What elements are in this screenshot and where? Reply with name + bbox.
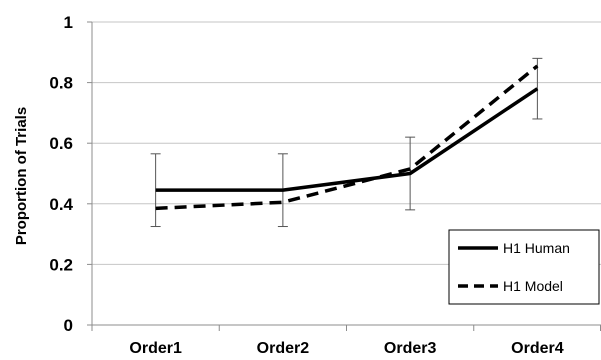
y-tick-label-3: 0.6 [49, 134, 73, 153]
x-tick-label-1: Order2 [257, 340, 310, 357]
series-lines [155, 64, 539, 211]
x-tick-labels: Order1 Order2 Order3 Order4 [129, 340, 563, 357]
y-tick-labels: 0 0.2 0.4 0.6 0.8 1 [49, 13, 73, 335]
axes [87, 21, 601, 331]
x-tick-label-2: Order3 [384, 340, 437, 357]
y-tick-label-1: 0.2 [49, 255, 73, 274]
y-tick-label-0: 0 [64, 316, 73, 335]
legend: H1 Human H1 Model [448, 229, 600, 305]
legend-label-human: H1 Human [503, 240, 570, 256]
x-tick-label-0: Order1 [129, 340, 182, 357]
legend-label-model: H1 Model [503, 278, 563, 294]
x-tick-label-3: Order4 [511, 340, 564, 357]
y-tick-label-2: 0.4 [49, 195, 73, 214]
error-bars [150, 57, 543, 228]
legend-box [448, 229, 600, 305]
y-tick-label-5: 1 [64, 13, 73, 32]
y-axis-title: Proportion of Trials [13, 107, 30, 245]
gridlines [92, 21, 601, 265]
y-tick-label-4: 0.8 [49, 74, 73, 93]
series-line-0 [155, 87, 539, 192]
series-line-1 [155, 64, 539, 211]
